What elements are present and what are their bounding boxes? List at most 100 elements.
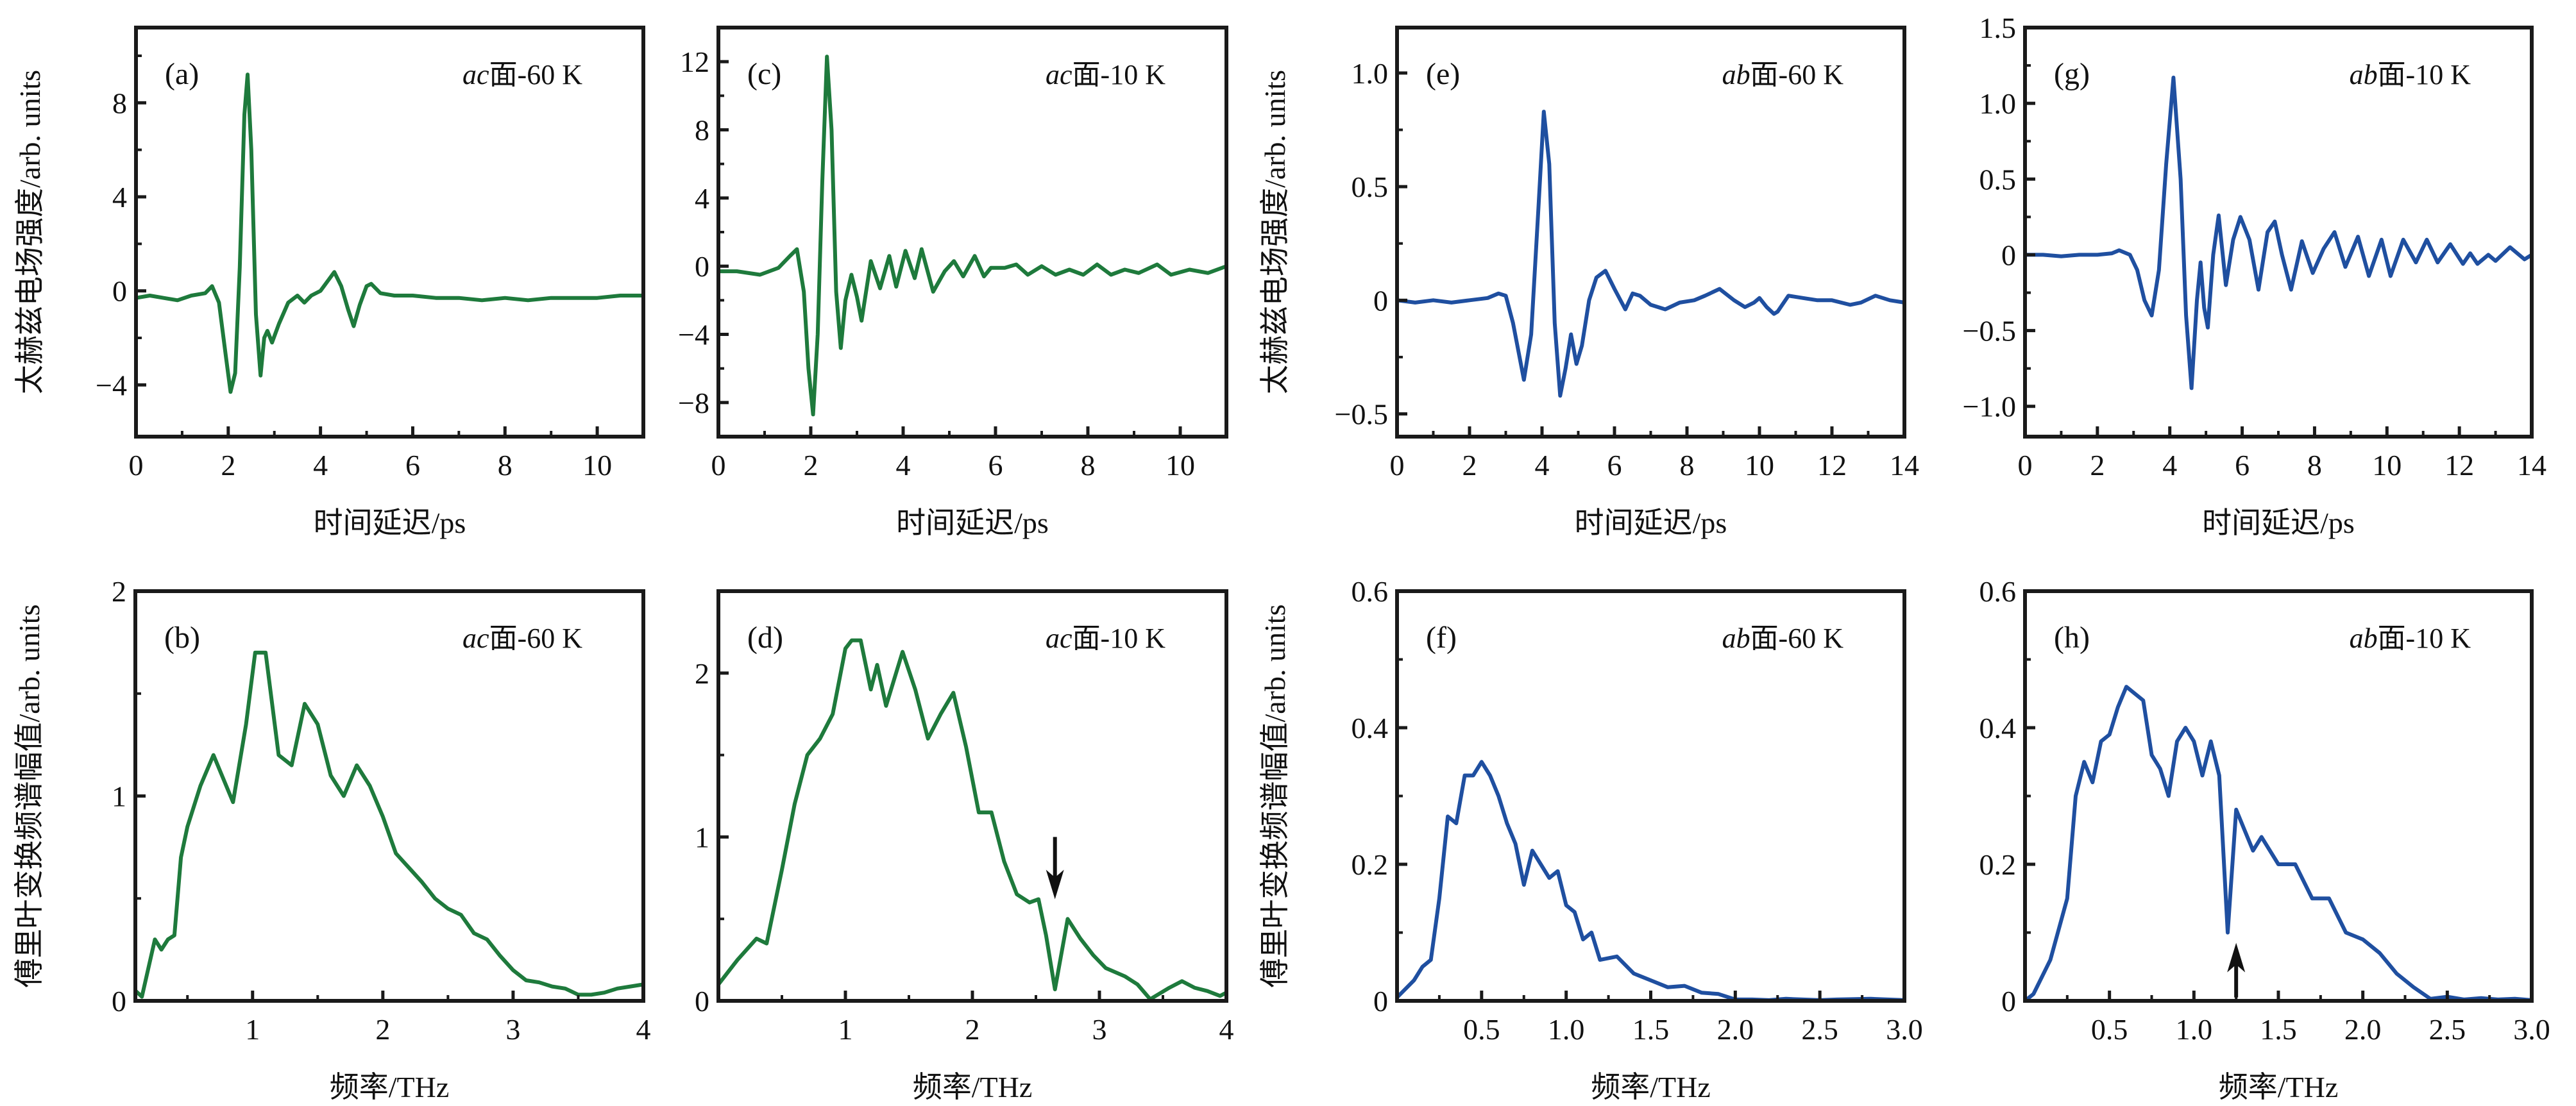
y-tick-label: 0.5 — [1352, 171, 1389, 203]
x-tick-label: 2 — [375, 1013, 390, 1046]
panel-c: 0 2 4 6 8 10 −8 −4 0 4 8 12 时间延迟/ps (c) ac面-10 K — [678, 26, 1228, 539]
y-tick-label: 1.0 — [1352, 57, 1389, 90]
panel-label: (h) — [2054, 621, 2090, 655]
y-tick-label: 1 — [112, 780, 126, 813]
condition: 面-60 K — [489, 623, 583, 654]
panel-b: 1 2 3 4 0 1 2 频率/THz 傅里叶变换频谱幅值/arb. units (b) ac面-… — [13, 575, 651, 1103]
x-tick-label: 0.5 — [2091, 1013, 2128, 1046]
arrow-up-icon — [2227, 943, 2246, 998]
x-tick-label: 2 — [2090, 449, 2105, 482]
condition: 面-60 K — [1750, 59, 1844, 90]
x-tick-label: 8 — [1081, 449, 1096, 482]
x-tick-label: 1 — [838, 1013, 853, 1046]
panel-label: (d) — [747, 621, 783, 655]
x-tick-label: 2 — [221, 449, 235, 482]
x-tick-label: 0 — [129, 449, 144, 482]
y-tick-label: 0.4 — [1352, 712, 1389, 744]
y-tick-label: 8 — [112, 87, 127, 119]
x-tick-label: 2 — [965, 1013, 980, 1046]
x-tick-label: 2.0 — [2344, 1013, 2382, 1046]
crystal-plane: ab — [2350, 59, 2378, 90]
panel-e: 0 2 4 6 8 10 12 14−0.500.51.0时间延迟/ps太赫兹电场强度/arb… — [1258, 26, 1919, 539]
arrow-down-icon — [1046, 837, 1064, 900]
x-tick-label: 6 — [2235, 449, 2250, 482]
x-axis-title: 时间延迟/ps — [2202, 507, 2355, 539]
x-tick-label: 2.0 — [1717, 1013, 1754, 1046]
x-tick-label: 1.5 — [1632, 1013, 1670, 1046]
y-tick-label: −8 — [678, 387, 709, 419]
x-tick-label: 14 — [2517, 449, 2546, 482]
sample-annotation: ab面-60 K — [1722, 59, 1844, 90]
condition: 面-10 K — [2378, 59, 2471, 90]
x-tick-label: 10 — [2372, 449, 2402, 482]
sample-annotation: ac面-10 K — [1046, 623, 1165, 654]
x-axis-title: 频率/THz — [1591, 1071, 1711, 1103]
x-axis-title: 时间延迟/ps — [314, 507, 466, 539]
arrow-head — [1046, 869, 1064, 900]
sample-annotation: ab面-60 K — [1722, 623, 1844, 654]
y-tick-label: 2 — [695, 657, 709, 690]
y-tick-label: 0.4 — [1979, 712, 2017, 744]
x-tick-label: 3.0 — [1886, 1013, 1923, 1046]
x-tick-label: 2.5 — [1801, 1013, 1838, 1046]
x-tick-label: 6 — [1607, 449, 1622, 482]
panel-label: (f) — [1426, 621, 1457, 655]
y-tick-label: 8 — [695, 114, 709, 147]
x-tick-label: 4 — [313, 449, 328, 482]
y-tick-label: 0 — [695, 985, 709, 1018]
y-tick-label: 4 — [112, 181, 127, 214]
x-tick-label: 8 — [498, 449, 513, 482]
y-tick-label: −4 — [96, 369, 127, 401]
sample-annotation: ac面-60 K — [462, 623, 582, 654]
sample-annotation: ac面-60 K — [462, 59, 582, 90]
axes-frame-a — [134, 26, 645, 439]
x-tick-label: 3 — [1092, 1013, 1107, 1046]
crystal-plane: ac — [462, 59, 489, 90]
y-tick-label: −1.0 — [1963, 390, 2016, 423]
x-tick-label: 2.5 — [2429, 1013, 2466, 1046]
x-tick-label: 8 — [1680, 449, 1695, 482]
y-tick-label: 4 — [695, 182, 709, 215]
series-line-b — [133, 650, 645, 999]
x-axis-title: 频率/THz — [330, 1071, 450, 1103]
y-tick-label: 0.2 — [1352, 848, 1389, 881]
y-tick-label: 0 — [2001, 239, 2016, 271]
panel-label: (b) — [164, 621, 200, 655]
panel-label: (a) — [165, 57, 199, 91]
panel-h: 0.5 1.0 1.5 2.0 2.5 3.0 0 0.2 0.4 0.6 频率/THz (h) ab面… — [1979, 575, 2550, 1103]
y-tick-label: −0.5 — [1963, 315, 2016, 348]
panel-g: 0 2 4 6 8 10 12 14 −1.0 −0.5 0 0.5 1.0 1.5 时间延迟/ps (g) a… — [1963, 12, 2546, 539]
series-line-h — [2023, 685, 2534, 1003]
crystal-plane: ac — [1046, 59, 1072, 90]
condition: 面-10 K — [1072, 59, 1166, 90]
x-tick-label: 4 — [636, 1013, 651, 1046]
y-tick-label: 1.5 — [1979, 12, 2017, 44]
x-tick-label: 6 — [988, 449, 1003, 482]
x-tick-label: 1.0 — [2176, 1013, 2213, 1046]
crystal-plane: ac — [1046, 623, 1072, 654]
series-line-d — [716, 638, 1228, 1001]
y-axis-title: 傅里叶变换频谱幅值/arb. units — [1258, 605, 1291, 988]
crystal-plane: ac — [462, 623, 489, 654]
x-tick-label: 1.0 — [1548, 1013, 1585, 1046]
x-tick-label: 12 — [1817, 449, 1847, 482]
x-axis-title: 时间延迟/ps — [1575, 507, 1727, 539]
y-axis-title: 太赫兹电场强度/arb. units — [1258, 70, 1291, 394]
y-axis-title: 太赫兹电场强度/arb. units — [13, 70, 46, 394]
x-tick-label: 3 — [505, 1013, 520, 1046]
x-tick-label: 14 — [1890, 449, 1919, 482]
crystal-plane: ab — [1722, 623, 1750, 654]
series-line-f — [1395, 760, 1906, 1002]
crystal-plane: ab — [2350, 623, 2378, 654]
panel-label: (c) — [747, 57, 781, 91]
y-tick-label: 0 — [1373, 284, 1388, 317]
y-tick-label: 0 — [1373, 985, 1388, 1018]
panel-a: 0 2 4 6 8 10 −4 0 4 8 时间延迟/ps 太赫兹电场强度/arb. units (a)… — [13, 26, 645, 539]
series-line-c — [716, 54, 1228, 417]
x-tick-label: 10 — [1165, 449, 1195, 482]
x-tick-label: 6 — [405, 449, 420, 482]
series-line-g — [2023, 76, 2534, 390]
condition: 面-10 K — [2378, 623, 2471, 654]
x-axis-title: 时间延迟/ps — [896, 507, 1049, 539]
sample-annotation: ab面-10 K — [2350, 623, 2471, 654]
